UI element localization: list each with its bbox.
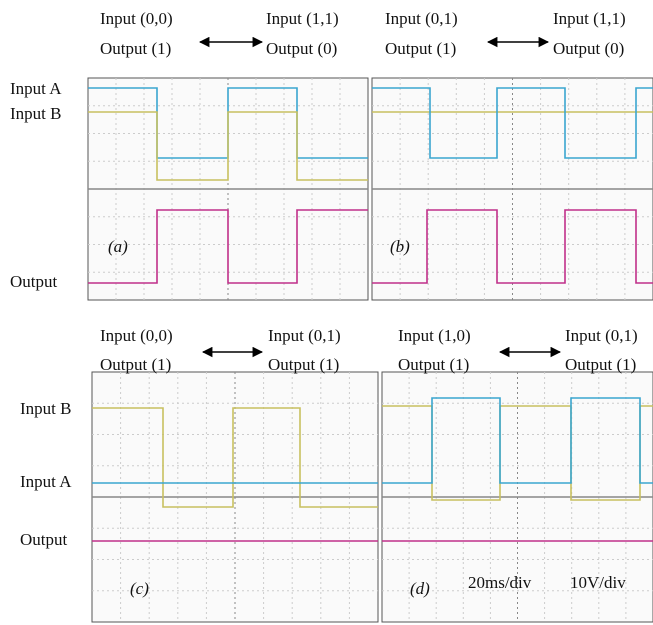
page: {"rows":[ {"channel_labels":["Input A","… — [0, 0, 653, 625]
state-output: Output (0) — [266, 39, 337, 58]
panel-label: (b) — [390, 237, 410, 256]
state-input: Input (0,1) — [565, 326, 638, 345]
volt-scale: 10V/div — [570, 573, 626, 592]
channel-label: Output — [10, 272, 58, 291]
time-scale: 20ms/div — [468, 573, 532, 592]
figure: Input (0,0) Output (1) Input (1,1) Output (… — [0, 0, 653, 625]
state-output: Output (0) — [553, 39, 624, 58]
state-input: Input (0,1) — [385, 9, 458, 28]
channel-label: Input B — [20, 399, 71, 418]
state-input: Input (1,1) — [553, 9, 626, 28]
state-output: Output (1) — [100, 355, 171, 374]
state-input: Input (0,0) — [100, 326, 173, 345]
panel-label: (c) — [130, 579, 149, 598]
state-output: Output (1) — [398, 355, 469, 374]
state-input: Input (0,0) — [100, 9, 173, 28]
channel-label: Input B — [10, 104, 61, 123]
state-output: Output (1) — [268, 355, 339, 374]
state-output: Output (1) — [565, 355, 636, 374]
state-input: Input (1,1) — [266, 9, 339, 28]
channel-label: Input A — [10, 79, 62, 98]
state-output: Output (1) — [385, 39, 456, 58]
state-input: Input (1,0) — [398, 326, 471, 345]
panel-label: (a) — [108, 237, 128, 256]
panel-label: (d) — [410, 579, 430, 598]
state-input: Input (0,1) — [268, 326, 341, 345]
channel-label: Output — [20, 530, 68, 549]
state-output: Output (1) — [100, 39, 171, 58]
channel-label: Input A — [20, 472, 72, 491]
